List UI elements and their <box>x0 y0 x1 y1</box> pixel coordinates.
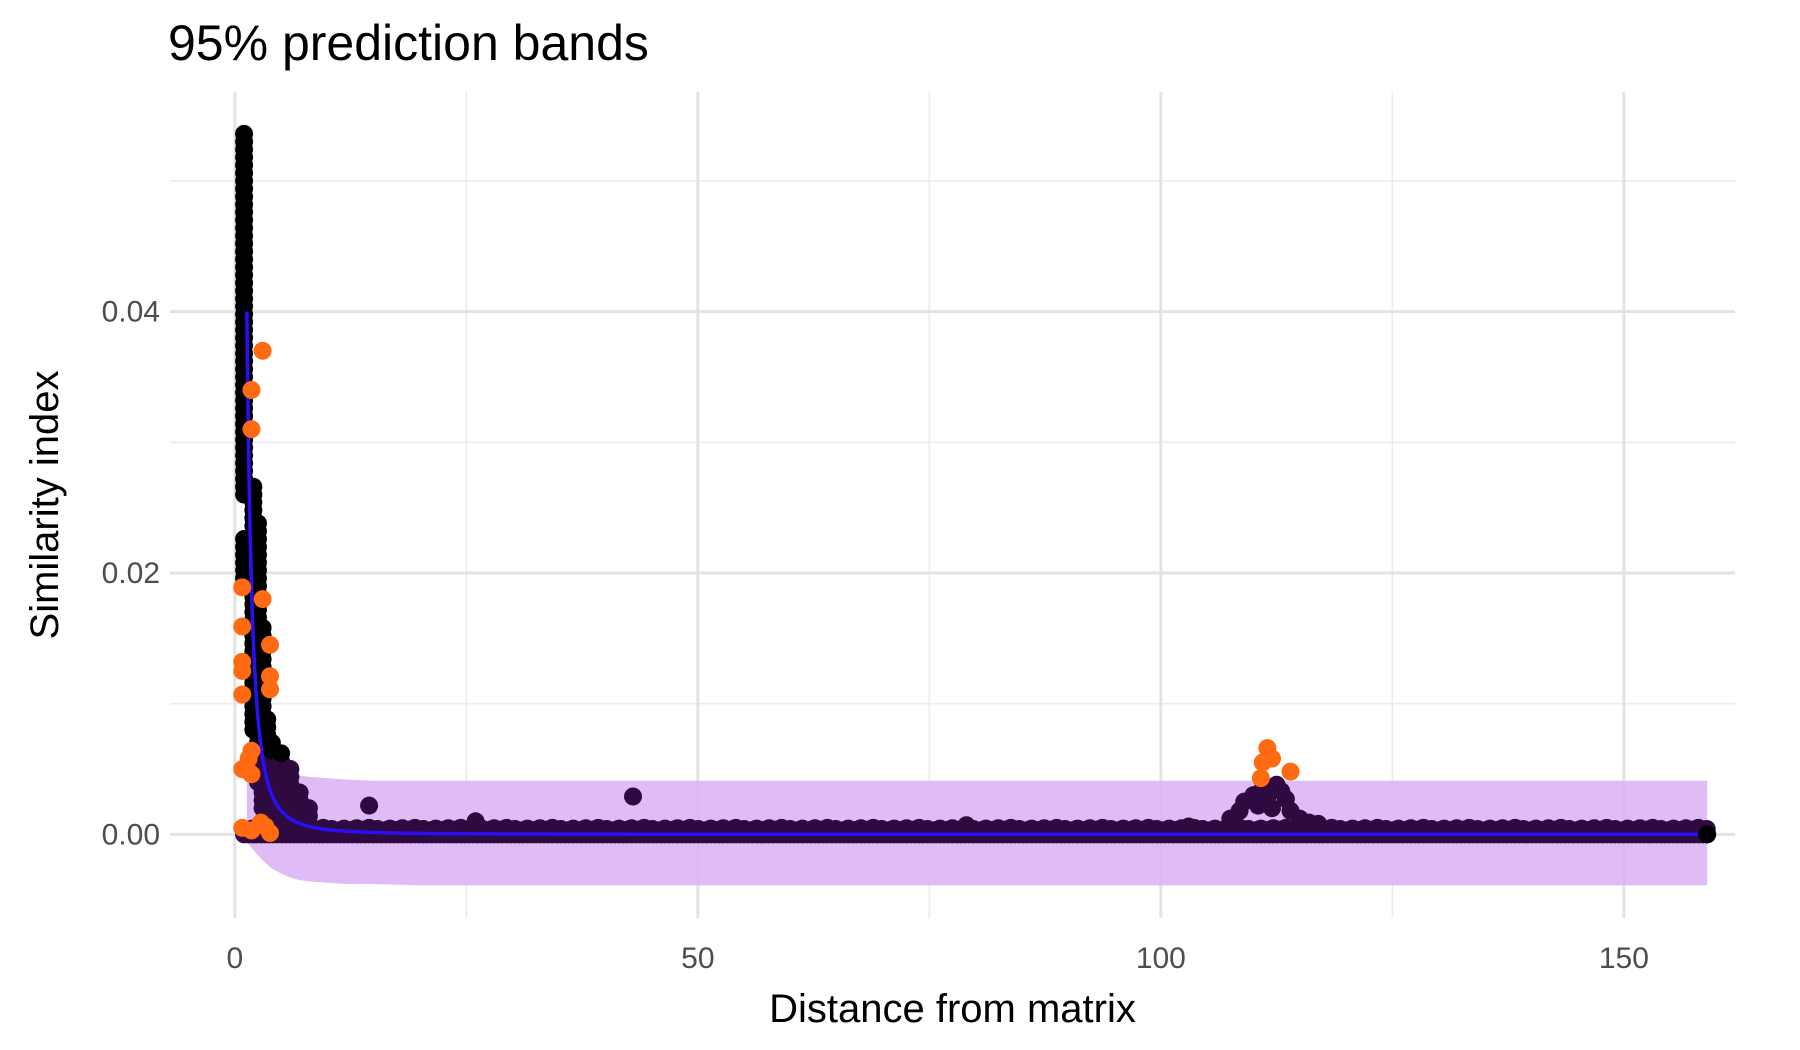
outlier-point <box>233 617 252 636</box>
outlier-point <box>261 635 280 654</box>
y-tick-label: 0.02 <box>102 557 160 590</box>
outlier-point <box>242 765 261 784</box>
data-point <box>258 710 277 729</box>
data-point <box>466 812 485 831</box>
x-axis-title: Distance from matrix <box>769 987 1136 1031</box>
outlier-point <box>261 680 280 699</box>
x-tick-label: 150 <box>1599 942 1649 975</box>
data-point <box>624 787 643 806</box>
fit-curve <box>245 311 1698 837</box>
outlier-point <box>233 661 252 680</box>
x-tick-label: 50 <box>681 942 714 975</box>
y-axis-title: Similarity index <box>23 371 67 640</box>
data-point <box>1309 814 1328 833</box>
data-point <box>248 514 267 533</box>
outlier-point <box>233 685 252 704</box>
data-point <box>290 783 309 802</box>
outlier-point <box>1262 749 1281 768</box>
fit-line <box>245 311 1698 837</box>
outlier-points <box>233 341 1300 843</box>
x-tick-label: 100 <box>1136 942 1186 975</box>
y-tick-label: 0.00 <box>102 818 160 851</box>
data-point <box>1262 799 1281 818</box>
x-tick-label: 0 <box>226 942 243 975</box>
outlier-point <box>242 420 261 439</box>
data-point <box>272 744 291 763</box>
outlier-point <box>1251 769 1270 788</box>
data-point <box>244 477 263 496</box>
tick-labels: 0 50 100 150 0.00 0.02 0.04 <box>102 296 1649 975</box>
outlier-point <box>242 380 261 399</box>
data-point <box>235 124 254 143</box>
data-point <box>1179 817 1198 836</box>
data-point <box>957 816 976 835</box>
chart-title: 95% prediction bands <box>168 15 649 71</box>
data-point <box>360 796 379 815</box>
data-point <box>299 799 318 818</box>
outlier-point <box>261 824 280 843</box>
outlier-point <box>233 578 252 597</box>
data-point <box>253 618 272 637</box>
outlier-point <box>261 667 280 686</box>
data-point <box>281 760 300 779</box>
outlier-point <box>253 341 272 360</box>
y-tick-label: 0.04 <box>102 296 160 329</box>
observed-points <box>235 124 1717 844</box>
outlier-point <box>1281 762 1300 781</box>
data-point <box>1698 825 1717 844</box>
outlier-point <box>253 590 272 609</box>
